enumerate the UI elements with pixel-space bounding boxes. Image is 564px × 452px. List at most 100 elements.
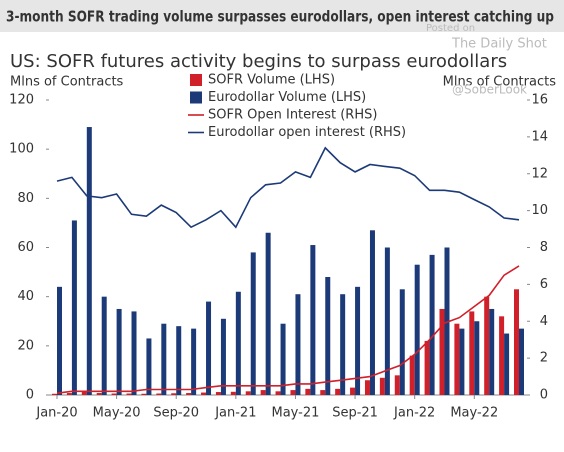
x-tick-label: Jan-20 [35,406,77,421]
y-tick-label: 100 [9,142,34,157]
y2-tick-label: 2 [540,351,548,366]
legend-swatch [190,74,202,86]
bar [191,328,197,395]
bar [206,301,212,395]
y2-tick-label: 10 [531,203,548,218]
y2-tick-label: 4 [540,314,548,329]
header-band [0,0,564,32]
bar [280,323,286,395]
bar [52,393,57,395]
x-tick-label: May-22 [450,406,498,421]
bar [459,328,465,395]
bar [57,286,62,395]
line [56,146,520,229]
bar [86,127,92,396]
x-tick-label: Jan-21 [214,406,256,421]
bar [379,377,385,395]
y-tick-label: 40 [17,289,34,304]
y-tick-label: 120 [9,93,34,108]
bar [275,391,281,395]
bar [484,296,490,395]
chart-subtitle: US: SOFR futures activity begins to surp… [10,51,507,72]
bar [66,393,72,395]
bar [310,245,316,395]
chart-title: 3-month SOFR trading volume surpasses eu… [6,8,554,26]
bar [439,308,445,395]
bar [126,393,132,395]
bar [454,323,460,395]
bar [424,340,430,395]
y-axis-label: Mlns of Contracts [10,75,124,90]
y-tick-label: 60 [17,240,34,255]
watermark: Posted on [426,23,475,34]
legend-swatch [190,91,202,104]
bar [364,380,370,395]
bar [260,390,266,395]
y2-tick-label: 16 [531,93,548,108]
bar [101,296,107,395]
bar [141,393,147,395]
bar [499,316,505,395]
bar [350,387,356,395]
bar [469,311,475,395]
watermark: @SoberLook [452,83,527,97]
line [56,265,520,394]
bar [399,289,405,395]
x-tick-label: Sep-21 [332,406,378,421]
bar [171,393,177,395]
bar [116,308,122,395]
bar [340,294,346,395]
bar [414,264,420,395]
bar [146,338,152,395]
y2-tick-label: 12 [531,166,548,181]
bar [335,388,341,395]
y2-tick-label: 8 [540,240,548,255]
bar [305,388,311,395]
bar [355,286,361,395]
bar [220,318,226,395]
bar [290,390,296,395]
legend-label: Eurodollar Volume (LHS) [208,90,366,105]
y2-tick-label: 0 [540,388,548,403]
bar [444,247,450,395]
bar [201,392,207,395]
bar [369,230,375,395]
bar [409,355,415,395]
bar [235,291,241,395]
y2-tick-label: 6 [540,277,548,292]
y-tick-label: 80 [17,191,34,206]
y2-axis-label: Mlns of Contracts [443,75,557,90]
legend-label: SOFR Volume (LHS) [208,73,335,88]
bar [265,232,271,395]
bar [504,333,510,395]
bar [71,220,77,395]
bar [176,326,182,395]
bar [514,289,519,395]
y-tick-label: 0 [26,388,34,403]
bar [215,392,221,395]
bar [131,311,137,395]
x-tick-label: Jan-22 [393,406,435,421]
watermark: The Daily Shot [451,37,547,52]
bar [111,393,117,395]
legend-label: SOFR Open Interest (RHS) [208,108,377,123]
bar [489,308,495,395]
bar [245,391,251,395]
x-tick-label: Sep-20 [153,406,199,421]
bar [156,393,162,395]
bar [474,321,480,395]
bar [250,252,256,395]
bar [519,328,524,395]
bar [429,254,435,395]
legend-label: Eurodollar open interest (RHS) [208,125,406,140]
bar [230,391,236,395]
y-tick-label: 20 [17,338,34,353]
y2-tick-label: 14 [531,129,548,144]
bar [325,277,331,395]
bar [161,323,167,395]
x-tick-label: May-20 [93,406,141,421]
bar [394,375,400,395]
bar [295,294,301,395]
bar [186,393,192,395]
